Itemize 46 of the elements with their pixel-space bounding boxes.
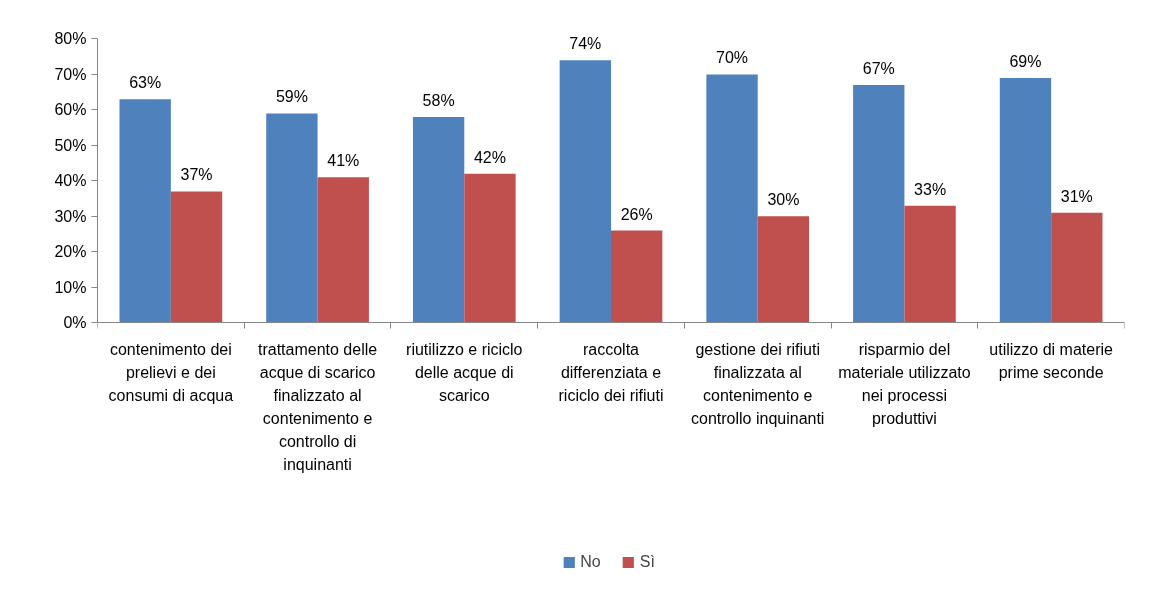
bar	[904, 205, 956, 323]
bar	[611, 230, 663, 323]
y-tick-label: 40%	[54, 172, 87, 190]
y-tick-label: 10%	[54, 278, 87, 296]
y-tick-label: 0%	[63, 314, 87, 332]
data-label: 33%	[914, 180, 947, 198]
y-tick-label: 30%	[54, 207, 87, 225]
legend-label: No	[580, 553, 601, 571]
x-tick-label: trattamento delle acque di scarico finalizzato al contenimento e controllo di inquinanti	[257, 340, 378, 473]
bar	[853, 85, 905, 323]
data-label: 37%	[180, 166, 213, 184]
bar	[757, 216, 810, 323]
bar	[266, 113, 318, 323]
bar	[170, 191, 223, 323]
bar	[464, 173, 516, 323]
data-label: 63%	[129, 74, 162, 92]
data-label: 67%	[862, 60, 895, 78]
data-label: 42%	[473, 148, 506, 166]
data-label: 58%	[422, 91, 455, 109]
x-tick-label: contenimento dei prelievi e dei consumi di acqua	[108, 340, 234, 404]
y-tick-label: 70%	[54, 65, 87, 83]
data-label: 30%	[767, 191, 800, 209]
data-label: 74%	[569, 35, 602, 53]
data-label: 26%	[620, 205, 653, 223]
data-label: 31%	[1060, 187, 1093, 205]
data-label: 59%	[275, 88, 308, 106]
x-tick-label: riutilizzo e riciclo delle acque di scarico	[406, 340, 523, 404]
x-tick-label: gestione dei rifiuti finalizzata al contenimento e controllo inquinanti	[691, 340, 825, 427]
bar	[706, 74, 758, 323]
x-tick-label: utilizzo di materie prime seconde	[989, 340, 1114, 381]
y-tick-label: 50%	[54, 136, 87, 154]
legend-label: Sì	[639, 553, 656, 571]
data-label: 70%	[716, 49, 749, 67]
y-tick-label: 80%	[54, 30, 87, 48]
bar	[412, 116, 465, 323]
bar	[119, 99, 171, 323]
data-label: 69%	[1009, 52, 1042, 70]
x-tick-label: risparmio del materiale utilizzato nei processi produttivi	[838, 340, 971, 427]
bar	[1051, 212, 1103, 323]
y-tick-label: 60%	[54, 101, 87, 119]
y-tick-label: 20%	[54, 243, 87, 261]
x-tick-label: raccolta differenziata e riciclo dei rifiuti	[558, 340, 664, 404]
bar	[317, 177, 369, 323]
bar	[559, 60, 611, 323]
data-label: 41%	[327, 152, 360, 170]
bar	[999, 77, 1052, 323]
